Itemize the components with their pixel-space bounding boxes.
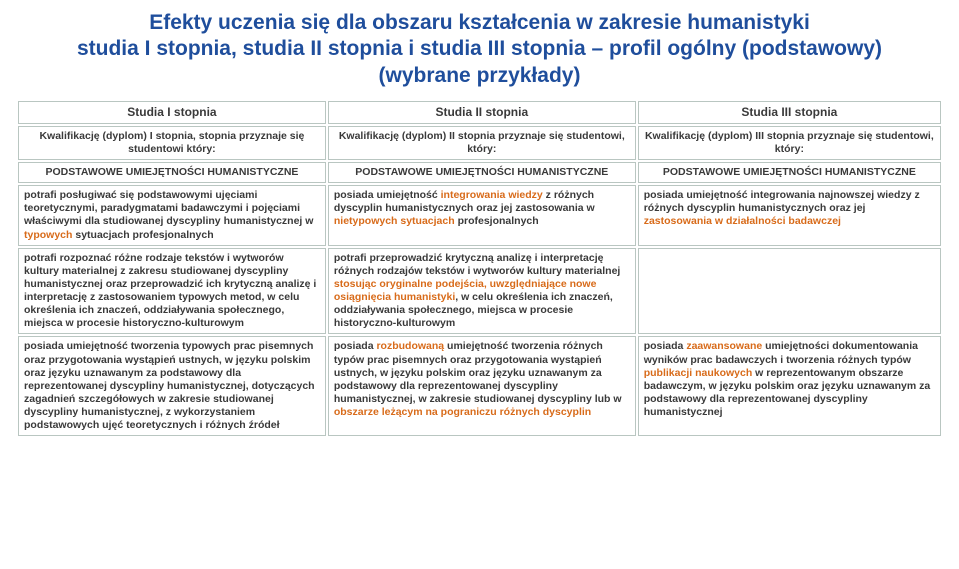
highlight-text: nietypowych sytuacjach bbox=[334, 215, 455, 227]
body-text: potrafi rozpoznać różne rodzaje tekstów … bbox=[24, 252, 316, 330]
body-text: potrafi posługiwać się podstawowymi ujęc… bbox=[24, 189, 313, 227]
title-line-1: Efekty uczenia się dla obszaru kształcen… bbox=[16, 10, 943, 36]
qual-cell-3: Kwalifikację (dyplom) III stopnia przyzn… bbox=[638, 126, 941, 160]
outcome-cell: posiada rozbudowaną umiejętność tworzeni… bbox=[328, 336, 636, 436]
skill-cell-3: PODSTAWOWE UMIEJĘTNOŚCI HUMANISTYCZNE bbox=[638, 162, 941, 183]
skill-cell-1: PODSTAWOWE UMIEJĘTNOŚCI HUMANISTYCZNE bbox=[18, 162, 326, 183]
outcome-cell: posiada umiejętność integrowania najnows… bbox=[638, 185, 941, 246]
outcome-cell: posiada zaawansowane umiejętności dokume… bbox=[638, 336, 941, 436]
col-header-3: Studia III stopnia bbox=[638, 101, 941, 124]
slide: Efekty uczenia się dla obszaru kształcen… bbox=[0, 0, 959, 569]
body-text: potrafi przeprowadzić krytyczną analizę … bbox=[334, 252, 620, 277]
highlight-text: integrowania wiedzy bbox=[441, 189, 543, 201]
col-header-1: Studia I stopnia bbox=[18, 101, 326, 124]
body-text: profesjonalnych bbox=[455, 215, 539, 227]
body-text: posiada bbox=[334, 340, 377, 352]
skills-heading-row: PODSTAWOWE UMIEJĘTNOŚCI HUMANISTYCZNE PO… bbox=[18, 162, 941, 183]
outcome-cell: potrafi posługiwać się podstawowymi ujęc… bbox=[18, 185, 326, 246]
body-text: posiada umiejętność tworzenia typowych p… bbox=[24, 340, 315, 431]
body-text: posiada umiejętność integrowania najnows… bbox=[644, 189, 920, 214]
body-text: posiada umiejętność bbox=[334, 189, 441, 201]
highlight-text: typowych bbox=[24, 229, 72, 241]
highlight-text: publikacji naukowych bbox=[644, 367, 753, 379]
skill-cell-2: PODSTAWOWE UMIEJĘTNOŚCI HUMANISTYCZNE bbox=[328, 162, 636, 183]
outcome-row-3: posiada umiejętność tworzenia typowych p… bbox=[18, 336, 941, 436]
qual-cell-1: Kwalifikację (dyplom) I stopnia, stopnia… bbox=[18, 126, 326, 160]
body-text: posiada bbox=[644, 340, 687, 352]
body-text: sytuacjach profesjonalnych bbox=[72, 229, 213, 241]
outcome-cell: posiada umiejętność integrowania wiedzy … bbox=[328, 185, 636, 246]
highlight-text: rozbudowaną bbox=[376, 340, 444, 352]
outcome-cell: posiada umiejętność tworzenia typowych p… bbox=[18, 336, 326, 436]
col-header-2: Studia II stopnia bbox=[328, 101, 636, 124]
outcome-cell: potrafi rozpoznać różne rodzaje tekstów … bbox=[18, 248, 326, 335]
qual-cell-2: Kwalifikację (dyplom) II stopnia przyzna… bbox=[328, 126, 636, 160]
qualification-row: Kwalifikację (dyplom) I stopnia, stopnia… bbox=[18, 126, 941, 160]
table-header-row: Studia I stopnia Studia II stopnia Studi… bbox=[18, 101, 941, 124]
outcome-row-2: potrafi rozpoznać różne rodzaje tekstów … bbox=[18, 248, 941, 335]
outcome-row-1: potrafi posługiwać się podstawowymi ujęc… bbox=[18, 185, 941, 246]
outcomes-table: Studia I stopnia Studia II stopnia Studi… bbox=[16, 99, 943, 439]
title-line-3: (wybrane przykłady) bbox=[16, 63, 943, 89]
outcome-cell bbox=[638, 248, 941, 335]
highlight-text: zaawansowane bbox=[686, 340, 762, 352]
highlight-text: zastosowania w działalności badawczej bbox=[644, 215, 841, 227]
outcome-cell: potrafi przeprowadzić krytyczną analizę … bbox=[328, 248, 636, 335]
title-block: Efekty uczenia się dla obszaru kształcen… bbox=[16, 10, 943, 89]
title-line-2: studia I stopnia, studia II stopnia i st… bbox=[16, 36, 943, 62]
highlight-text: obszarze leżącym na pograniczu różnych d… bbox=[334, 406, 591, 418]
